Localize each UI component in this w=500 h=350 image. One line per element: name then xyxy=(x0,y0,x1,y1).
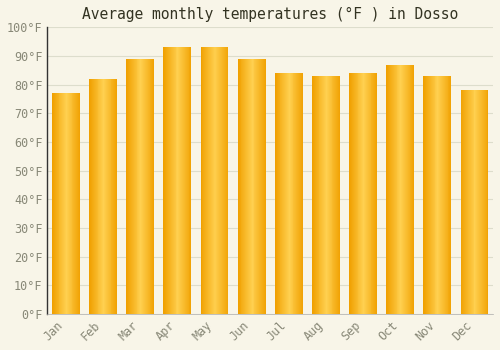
Title: Average monthly temperatures (°F ) in Dosso: Average monthly temperatures (°F ) in Do… xyxy=(82,7,458,22)
